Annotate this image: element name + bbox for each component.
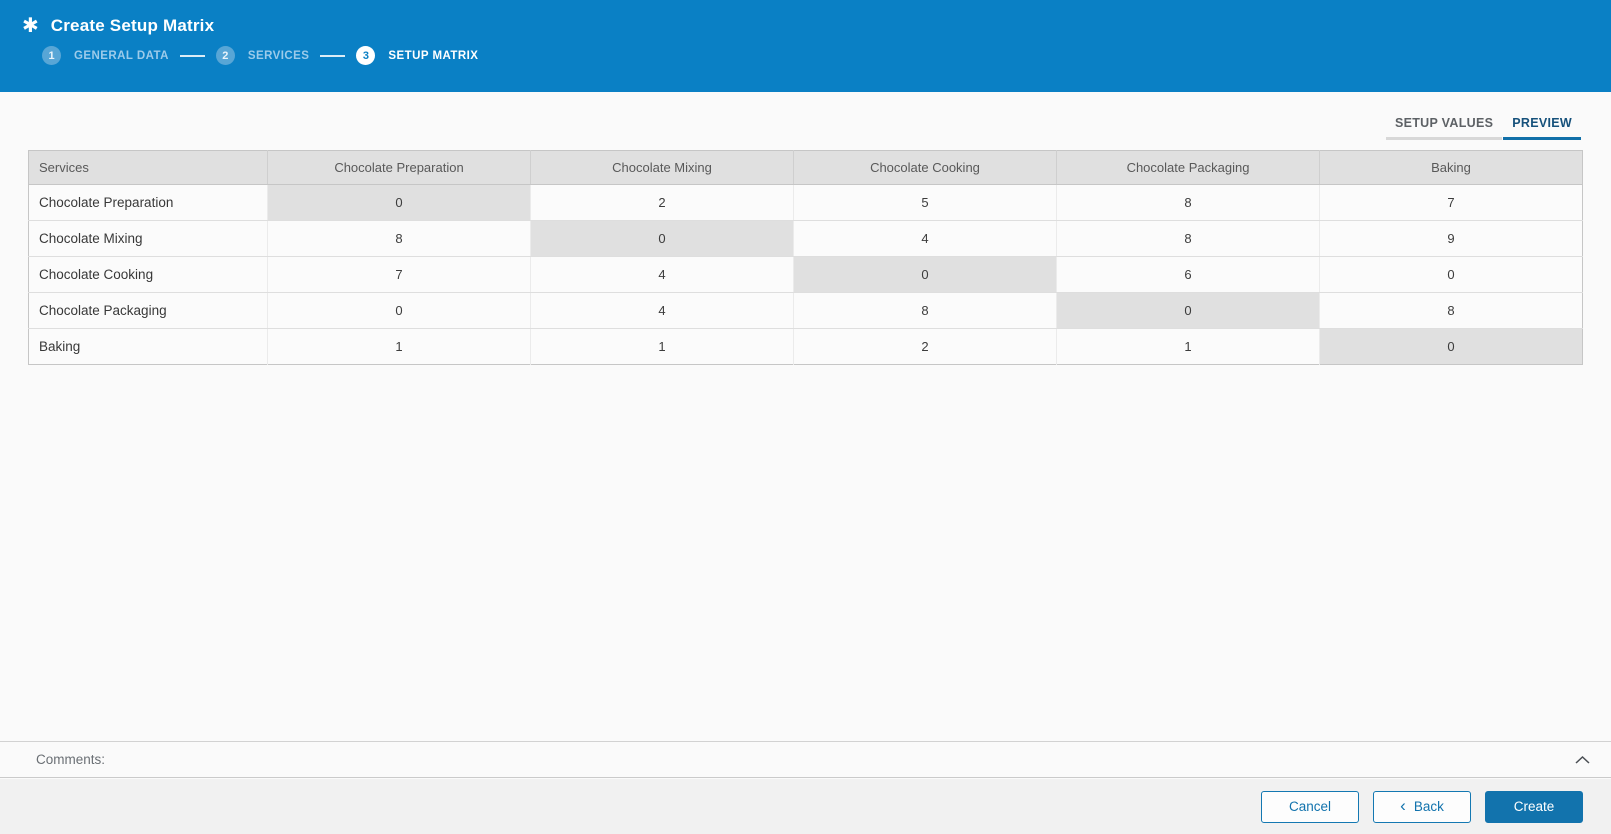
matrix-column-header: Chocolate Cooking <box>793 150 1057 185</box>
matrix-cell: 8 <box>793 292 1057 329</box>
create-button-label: Create <box>1513 799 1555 814</box>
comments-bar[interactable]: Comments: <box>0 741 1611 778</box>
table-row: Chocolate Preparation 0 2 5 8 7 <box>28 184 1583 221</box>
step-3-circle: 3 <box>356 46 376 65</box>
footer-action-bar: Cancel ‹ Back Create <box>0 779 1611 834</box>
step-connector <box>320 54 346 57</box>
step-1-label: GENERAL DATA <box>74 49 169 62</box>
matrix-cell: 0 <box>1319 256 1583 293</box>
step-general-data[interactable]: 1 GENERAL DATA <box>42 46 169 65</box>
cancel-button[interactable]: Cancel <box>1261 790 1359 823</box>
matrix-column-header: Baking <box>1319 150 1583 185</box>
matrix-cell: 1 <box>267 328 531 365</box>
matrix-cell: 8 <box>1319 292 1583 329</box>
matrix-cell: 1 <box>1056 328 1320 365</box>
matrix-cell: 4 <box>530 256 794 293</box>
table-header-row: Services Chocolate Preparation Chocolate M… <box>28 150 1583 185</box>
chevron-up-icon[interactable] <box>1574 755 1591 765</box>
back-button-label: Back <box>1413 799 1444 814</box>
matrix-column-header: Chocolate Mixing <box>530 150 794 185</box>
matrix-cell: 0 <box>793 256 1057 293</box>
create-button[interactable]: Create <box>1485 790 1583 823</box>
matrix-cell: 7 <box>267 256 531 293</box>
step-services[interactable]: 2 SERVICES <box>215 46 310 65</box>
matrix-cell: 6 <box>1056 256 1320 293</box>
matrix-cell: 4 <box>530 292 794 329</box>
asterisk-icon: ✱ <box>22 15 39 37</box>
chevron-left-icon: ‹ <box>1400 796 1406 815</box>
tab-preview[interactable]: PREVIEW <box>1503 113 1581 140</box>
comments-label: Comments: <box>36 752 106 767</box>
wizard-stepper: 1 GENERAL DATA 2 SERVICES 3 SETUP MATRIX <box>0 46 1611 65</box>
matrix-row-header: Chocolate Preparation <box>28 184 268 221</box>
matrix-column-header: Chocolate Preparation <box>267 150 531 185</box>
title-row: ✱ Create Setup Matrix <box>0 0 1611 40</box>
step-2-circle: 2 <box>215 46 235 65</box>
step-3-label: SETUP MATRIX <box>388 49 479 62</box>
matrix-row-header: Chocolate Packaging <box>28 292 268 329</box>
matrix-cell: 2 <box>793 328 1057 365</box>
cancel-button-label: Cancel <box>1288 799 1332 814</box>
matrix-row-header: Chocolate Cooking <box>28 256 268 293</box>
matrix-row-header: Chocolate Mixing <box>28 220 268 257</box>
matrix-cell: 0 <box>1319 328 1583 365</box>
matrix-cell: 8 <box>267 220 531 257</box>
step-1-circle: 1 <box>42 46 61 65</box>
setup-matrix-table: Services Chocolate Preparation Chocolate M… <box>28 150 1583 365</box>
matrix-cell: 5 <box>793 184 1057 221</box>
matrix-row-header: Baking <box>28 328 268 365</box>
matrix-cell: 7 <box>1319 184 1583 221</box>
matrix-column-header: Chocolate Packaging <box>1056 150 1320 185</box>
tab-strip: SETUP VALUES PREVIEW <box>0 92 1611 140</box>
matrix-cell: 8 <box>1056 184 1320 221</box>
matrix-corner-header: Services <box>28 150 268 185</box>
step-setup-matrix[interactable]: 3 SETUP MATRIX <box>356 46 478 65</box>
step-connector <box>179 54 205 57</box>
step-2-label: SERVICES <box>247 49 310 62</box>
matrix-cell: 0 <box>1056 292 1320 329</box>
matrix-cell: 0 <box>267 184 531 221</box>
page-title: Create Setup Matrix <box>50 16 215 35</box>
matrix-cell: 9 <box>1319 220 1583 257</box>
matrix-cell: 0 <box>530 220 794 257</box>
back-button[interactable]: ‹ Back <box>1373 790 1471 823</box>
tab-setup-values[interactable]: SETUP VALUES <box>1385 113 1503 140</box>
table-row: Chocolate Cooking 7 4 0 6 0 <box>28 256 1583 293</box>
matrix-cell: 4 <box>793 220 1057 257</box>
matrix-cell: 0 <box>267 292 531 329</box>
table-row: Baking 1 1 2 1 0 <box>28 328 1583 365</box>
matrix-cell: 8 <box>1056 220 1320 257</box>
table-row: Chocolate Packaging 0 4 8 0 8 <box>28 292 1583 329</box>
app-header: ✱ Create Setup Matrix 1 GENERAL DATA 2 S… <box>0 0 1611 92</box>
matrix-cell: 2 <box>530 184 794 221</box>
matrix-cell: 1 <box>530 328 794 365</box>
matrix-container: Services Chocolate Preparation Chocolate M… <box>28 150 1583 365</box>
table-row: Chocolate Mixing 8 0 4 8 9 <box>28 220 1583 257</box>
